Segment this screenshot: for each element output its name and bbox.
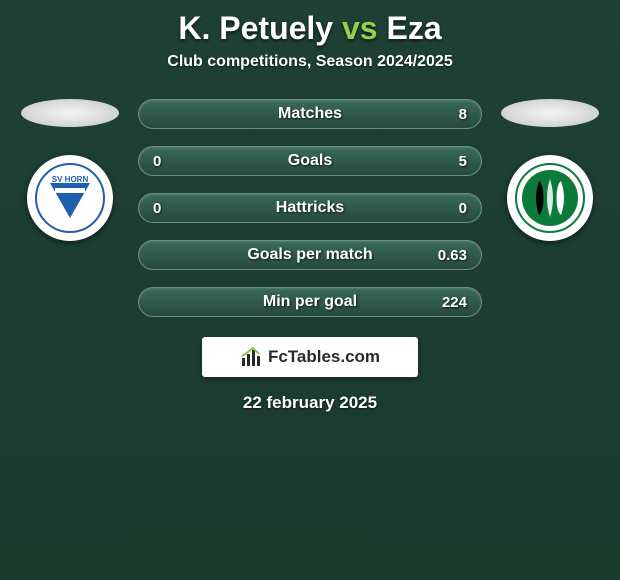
- stat-row-hattricks: 0 Hattricks 0: [138, 193, 482, 223]
- left-player-avatar-placeholder: [21, 99, 119, 127]
- subtitle: Club competitions, Season 2024/2025: [10, 53, 610, 71]
- stat-label: Goals per match: [247, 246, 372, 264]
- bar-chart-icon: [240, 346, 262, 368]
- stat-row-goals-per-match: Goals per match 0.63: [138, 240, 482, 270]
- stat-label: Hattricks: [276, 199, 344, 217]
- right-player-column: [500, 99, 600, 241]
- stat-right-value: 0: [431, 200, 467, 217]
- branding-badge: FcTables.com: [202, 337, 418, 377]
- stat-left-value: 0: [153, 153, 189, 170]
- title-vs: vs: [342, 10, 378, 46]
- right-club-badge-icon: [515, 163, 585, 233]
- left-club-badge-icon: SV HORN: [35, 163, 105, 233]
- page-title: K. Petuely vs Eza: [10, 10, 610, 47]
- stat-label: Matches: [278, 105, 342, 123]
- stat-left-value: 0: [153, 200, 189, 217]
- date-label: 22 february 2025: [10, 393, 610, 413]
- stat-right-value: 0.63: [431, 247, 467, 264]
- stat-right-value: 8: [431, 106, 467, 123]
- title-left: K. Petuely: [178, 10, 333, 46]
- svg-text:SV HORN: SV HORN: [52, 175, 89, 184]
- right-club-badge: [507, 155, 593, 241]
- left-player-column: SV HORN: [20, 99, 120, 241]
- branding-text: FcTables.com: [268, 347, 380, 367]
- stat-label: Goals: [288, 152, 332, 170]
- stat-right-value: 224: [431, 294, 467, 311]
- stat-label: Min per goal: [263, 293, 357, 311]
- left-club-badge: SV HORN: [27, 155, 113, 241]
- title-right: Eza: [386, 10, 441, 46]
- right-player-avatar-placeholder: [501, 99, 599, 127]
- stat-row-goals: 0 Goals 5: [138, 146, 482, 176]
- comparison-row: SV HORN Matches 8 0 Goals 5 0 Hattricks …: [10, 99, 610, 317]
- stat-row-min-per-goal: Min per goal 224: [138, 287, 482, 317]
- stat-row-matches: Matches 8: [138, 99, 482, 129]
- stats-list: Matches 8 0 Goals 5 0 Hattricks 0 Goals …: [138, 99, 482, 317]
- stat-right-value: 5: [431, 153, 467, 170]
